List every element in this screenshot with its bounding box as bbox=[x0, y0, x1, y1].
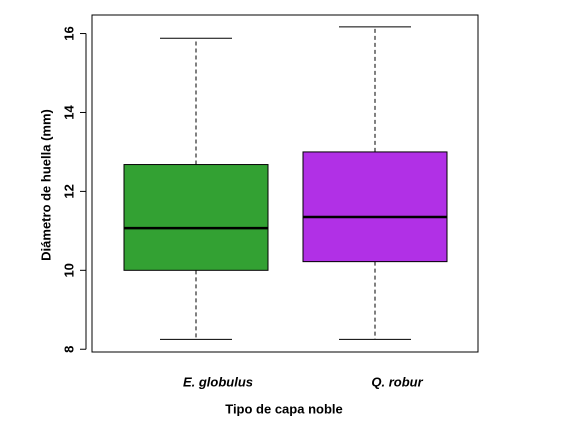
y-tick-label: 10 bbox=[61, 263, 76, 277]
y-tick-label: 14 bbox=[61, 104, 76, 119]
x-tick-label: E. globulus bbox=[183, 374, 253, 389]
box bbox=[302, 151, 448, 263]
y-tick-label: 16 bbox=[61, 26, 76, 40]
x-axis-label: Tipo de capa noble bbox=[225, 401, 343, 416]
y-tick-label: 12 bbox=[61, 184, 76, 198]
y-axis-label: Diámetro de huella (mm) bbox=[38, 109, 53, 261]
y-tick-label: 8 bbox=[61, 346, 76, 353]
box bbox=[123, 164, 269, 271]
plot-frame bbox=[91, 14, 479, 353]
x-tick-label: Q. robur bbox=[371, 374, 423, 389]
